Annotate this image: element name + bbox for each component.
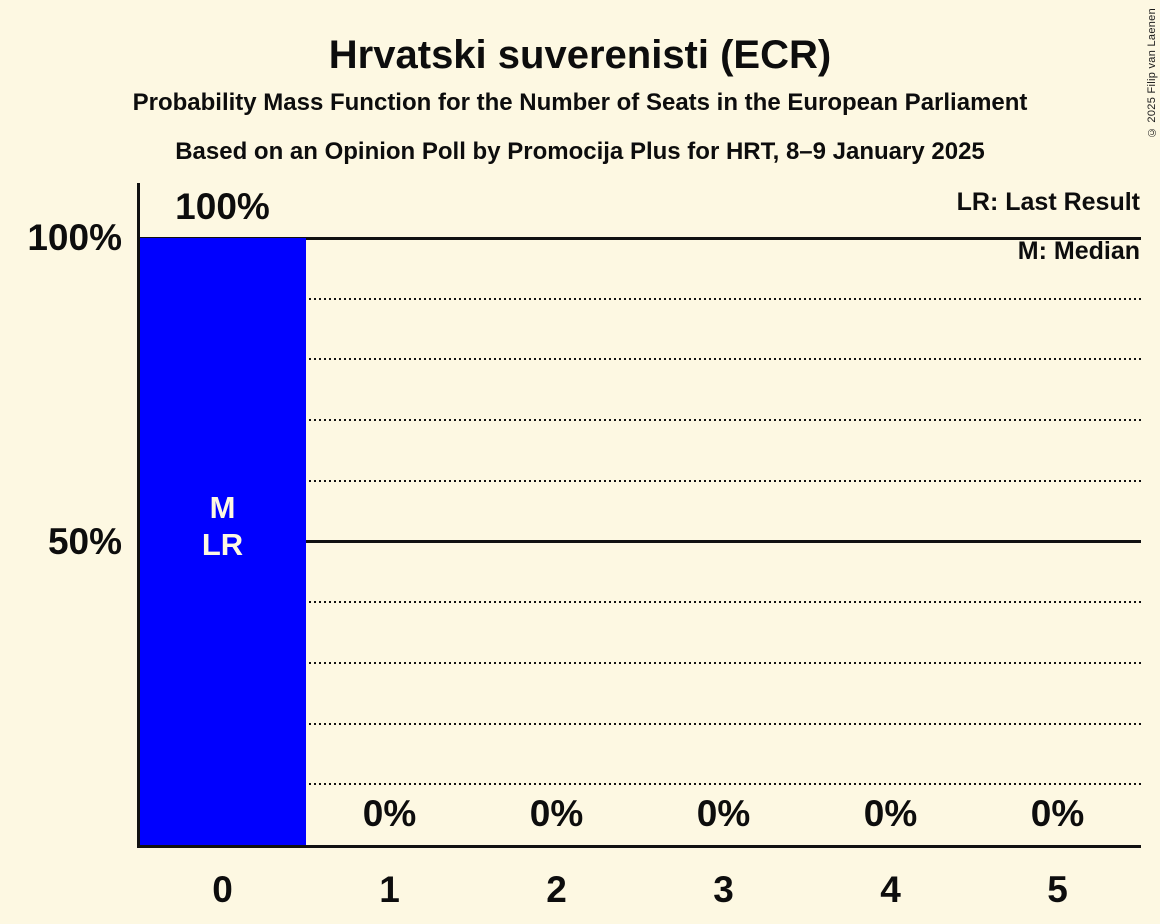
x-tick-label: 1: [379, 869, 400, 910]
chart-subtitle: Probability Mass Function for the Number…: [132, 89, 1028, 116]
page-title: Hrvatski suverenisti (ECR): [328, 33, 832, 77]
bar-annotation-median-lastresult: M LR: [140, 489, 306, 563]
x-tick-label: 3: [713, 869, 734, 910]
gridline-dotted: [139, 661, 1141, 664]
y-tick-label: 50%: [47, 520, 122, 562]
bar-value-label: 0%: [362, 793, 417, 834]
gridline-dotted: [139, 722, 1141, 725]
gridline-solid: [139, 236, 1141, 240]
gridline-dotted: [139, 419, 1141, 422]
gridline-dotted: [139, 601, 1141, 604]
bar-value-label: 100%: [175, 186, 270, 227]
gridline-dotted: [139, 358, 1141, 361]
x-axis: [137, 845, 1141, 848]
gridline-dotted: [139, 783, 1141, 786]
bar-value-label: 0%: [1030, 793, 1085, 834]
legend-last-result: LR: Last Result: [956, 188, 1140, 216]
gridline-dotted: [139, 479, 1141, 482]
bar: [139, 238, 306, 845]
x-tick-label: 0: [212, 869, 233, 910]
bar-value-label: 0%: [529, 793, 584, 834]
bar-annotation-line: LR: [201, 527, 244, 563]
chart-source-line: Based on an Opinion Poll by Promocija Pl…: [175, 138, 985, 165]
legend-median: M: Median: [1017, 237, 1140, 265]
gridline-solid: [139, 540, 1141, 543]
gridline-dotted: [139, 297, 1141, 300]
x-tick-label: 5: [1047, 869, 1068, 910]
bar-value-label: 0%: [696, 793, 751, 834]
y-tick-label: 100%: [27, 217, 122, 258]
y-axis: [137, 183, 140, 848]
x-tick-label: 4: [880, 869, 901, 910]
x-tick-label: 2: [546, 869, 567, 910]
bar-annotation-line: M: [209, 490, 236, 526]
bar-value-label: 0%: [863, 793, 918, 834]
